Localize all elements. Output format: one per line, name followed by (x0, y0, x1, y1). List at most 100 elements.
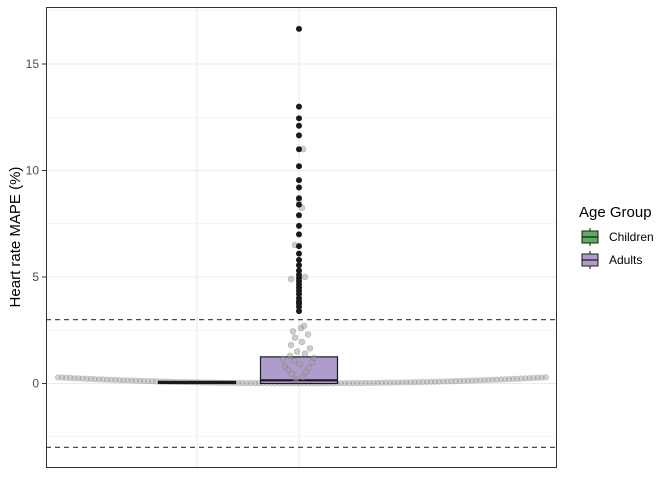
jitter-point (299, 373, 307, 381)
jitter-point (298, 338, 306, 346)
baseline-point (436, 378, 443, 385)
outlier-point (296, 25, 302, 32)
baseline-point (141, 377, 148, 385)
jitter-point (281, 363, 289, 370)
baseline-point (477, 377, 484, 384)
outlier-points (296, 25, 302, 315)
outlier-point (296, 177, 302, 184)
baseline-point (534, 374, 541, 381)
baseline-point (493, 376, 500, 383)
legend: Age Group Children Adults (579, 204, 654, 269)
baseline-point (99, 376, 107, 383)
baseline-point (542, 374, 550, 381)
baseline-point (374, 379, 381, 386)
outlier-point (296, 146, 302, 153)
baseline-point (391, 379, 398, 386)
y-tick-label: 15 (26, 57, 40, 71)
jitter-point (289, 328, 297, 335)
baseline-point (243, 379, 250, 387)
baseline-point (239, 379, 246, 387)
baseline-point (481, 377, 488, 384)
panel-border (46, 7, 557, 468)
baseline-point (346, 380, 353, 387)
outlier-point (296, 231, 302, 238)
jitter-point (287, 341, 295, 349)
box-adults (259, 356, 339, 385)
baseline-point (452, 378, 459, 385)
jitter-point (306, 345, 314, 352)
y-axis-ticks: 0 5 10 15 (26, 57, 46, 391)
baseline-point (79, 375, 86, 382)
outlier-point (296, 163, 302, 170)
jitter-point (287, 275, 295, 283)
baseline-point (419, 378, 427, 386)
baseline-point (514, 375, 521, 382)
jitter-point (279, 355, 287, 363)
jitter-point (296, 361, 304, 368)
outlier-point (296, 122, 302, 129)
baseline-point (509, 375, 517, 383)
baseline-point (247, 379, 254, 387)
outlier-point (296, 184, 302, 191)
y-tick-label: 10 (26, 164, 40, 178)
reference-lines (46, 318, 556, 449)
baseline-point (448, 378, 455, 385)
outlier-point (296, 256, 302, 263)
baseline-point (522, 375, 529, 382)
legend-entry-adults: Adults (581, 251, 642, 269)
legend-title: Age Group (579, 204, 652, 221)
jitter-point (305, 364, 313, 371)
legend-entry-children: Children (581, 228, 654, 246)
baseline-point (136, 377, 144, 384)
baseline-point (382, 379, 390, 386)
baseline-point (71, 375, 78, 382)
baseline-point (415, 379, 422, 386)
baseline-point (395, 379, 402, 386)
baseline-point (75, 375, 82, 382)
baseline-point (456, 377, 463, 385)
outlier-point (296, 212, 302, 219)
grid-layer (46, 7, 556, 467)
baseline-point (120, 377, 127, 384)
jitter-point (310, 354, 318, 362)
baseline-point (104, 376, 111, 383)
jitter-point (288, 370, 296, 378)
baseline-point (108, 376, 115, 383)
baseline-point (485, 376, 492, 384)
baseline-point (67, 374, 74, 382)
baseline-point (399, 379, 406, 386)
baseline-point (63, 374, 70, 381)
outlier-point (296, 267, 302, 274)
baseline-point (251, 380, 258, 387)
baseline-point (407, 379, 414, 386)
baseline-point (350, 379, 357, 387)
baseline-point (128, 377, 135, 384)
legend-entries: Children Adults (581, 228, 654, 269)
outlier-point (296, 250, 302, 257)
jitter-point (290, 357, 298, 365)
outlier-point (296, 222, 302, 229)
baseline-point (378, 379, 386, 386)
baseline-point (460, 377, 468, 384)
baseline-point (145, 378, 152, 385)
outlier-point (296, 115, 302, 122)
jitter-points (279, 146, 318, 383)
y-axis-title: Heart rate MAPE (%) (7, 167, 24, 308)
baseline-point (501, 376, 509, 383)
baseline-point (358, 379, 365, 387)
jitter-point (302, 368, 310, 375)
baseline-point (526, 375, 533, 382)
baseline-point (530, 374, 537, 382)
jitter-point (286, 352, 294, 360)
jitter-point (291, 334, 299, 341)
baseline-point (370, 379, 377, 386)
box-layer (157, 356, 339, 385)
jitter-point (304, 331, 312, 338)
baseline-point (83, 375, 90, 382)
jitter-point (300, 322, 308, 330)
jitter-point (292, 376, 300, 383)
baseline-point (473, 377, 480, 384)
outlier-point (296, 201, 302, 208)
baseline-point (440, 378, 447, 385)
